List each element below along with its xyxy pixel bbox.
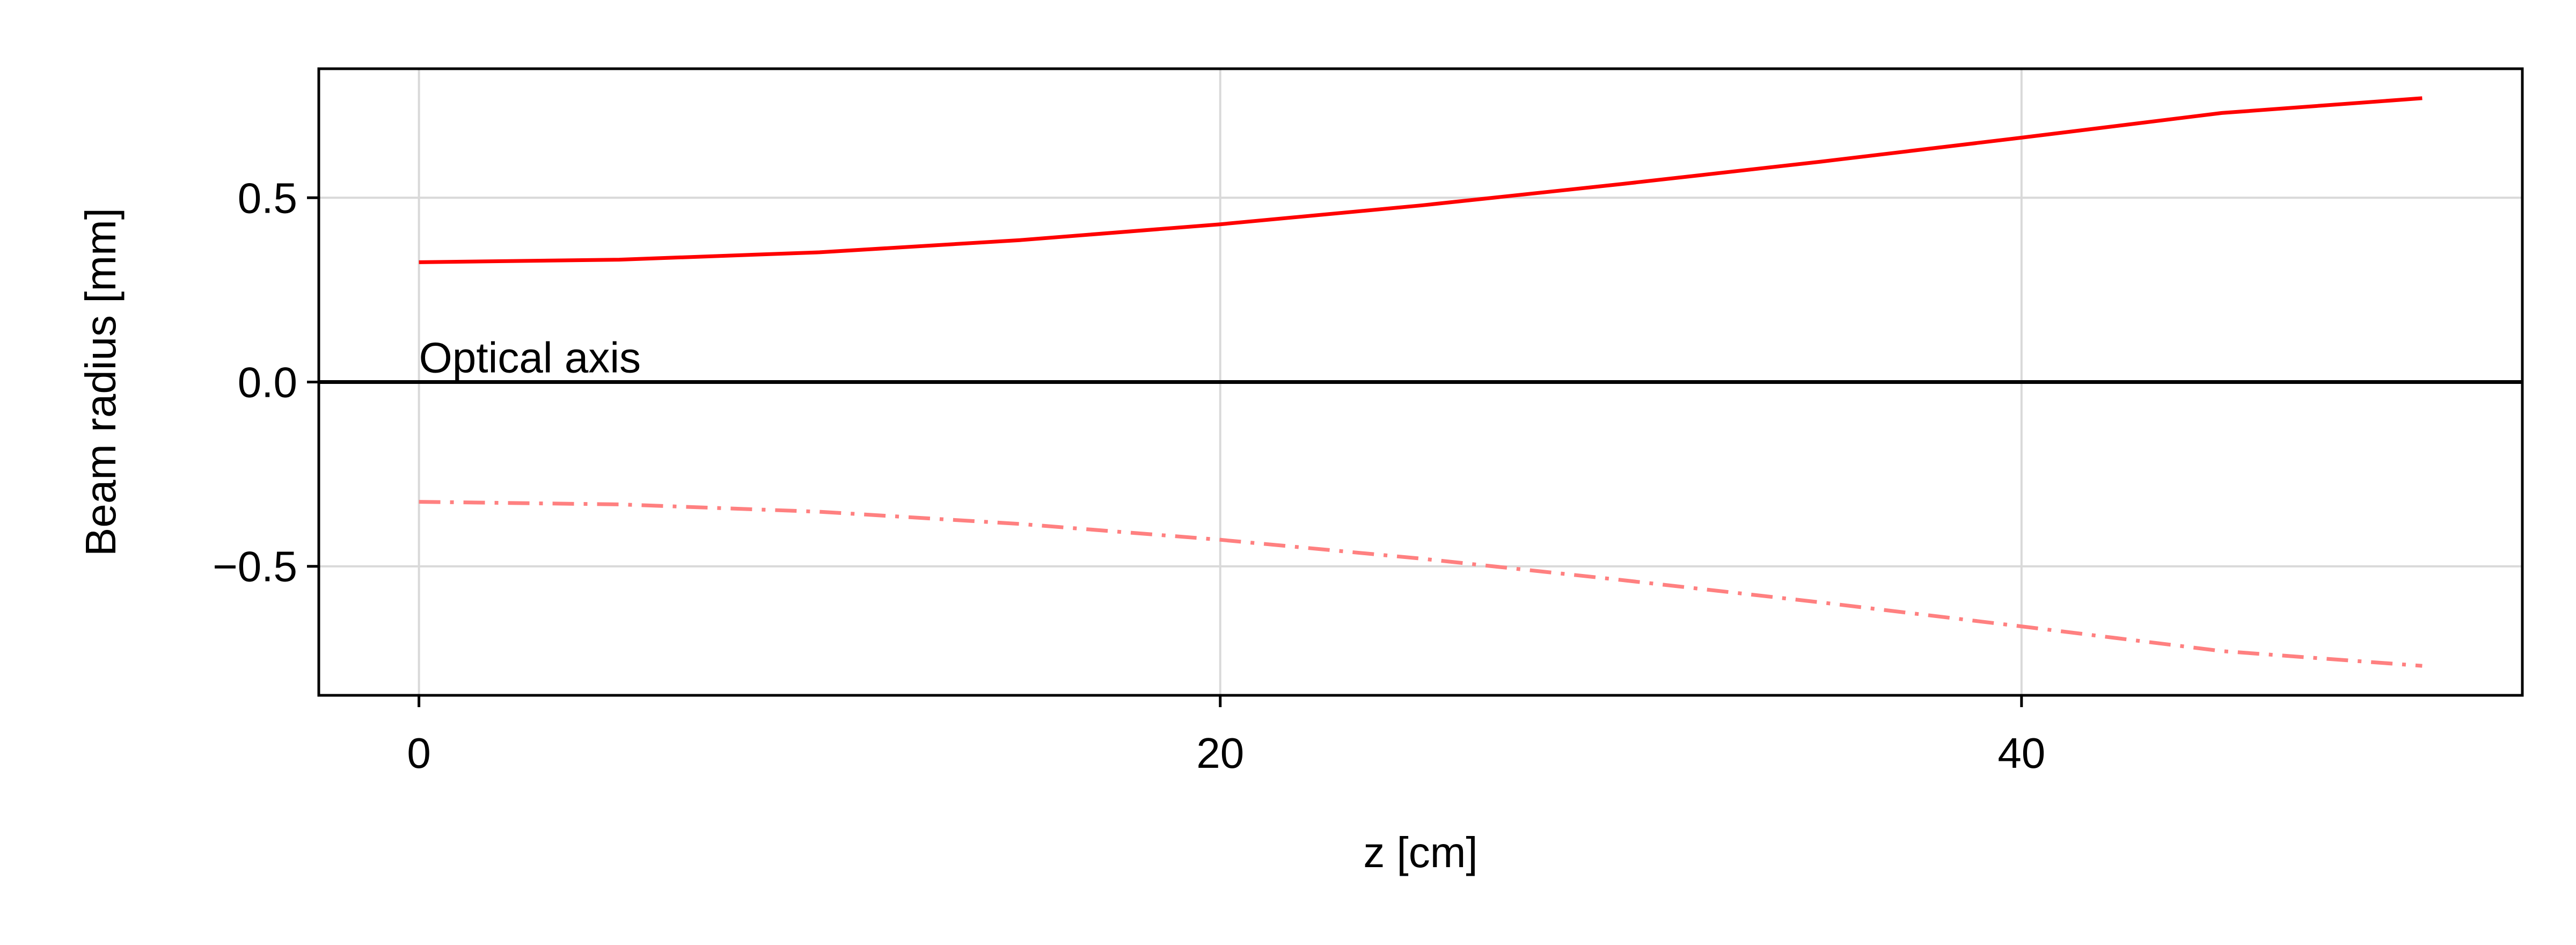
x-axis-label: z [cm] xyxy=(1363,828,1477,876)
x-tick-label: 20 xyxy=(1196,729,1244,777)
beam-upper-edge-line xyxy=(419,96,2423,264)
y-tick-label: 0.5 xyxy=(238,174,297,222)
y-tick-label: −0.5 xyxy=(213,543,297,591)
y-tick-label: 0.0 xyxy=(238,359,297,406)
y-axis-label: Beam radius [mm] xyxy=(77,208,125,556)
x-tick-label: 0 xyxy=(407,729,431,777)
series-layer xyxy=(419,96,2423,668)
optical-axis-annotation: Optical axis xyxy=(419,334,641,382)
beam-lower-edge-line xyxy=(419,500,2423,668)
ticks: 0 20 40 −0.5 0.0 0.5 xyxy=(213,174,2045,777)
x-tick-label: 40 xyxy=(1997,729,2045,777)
